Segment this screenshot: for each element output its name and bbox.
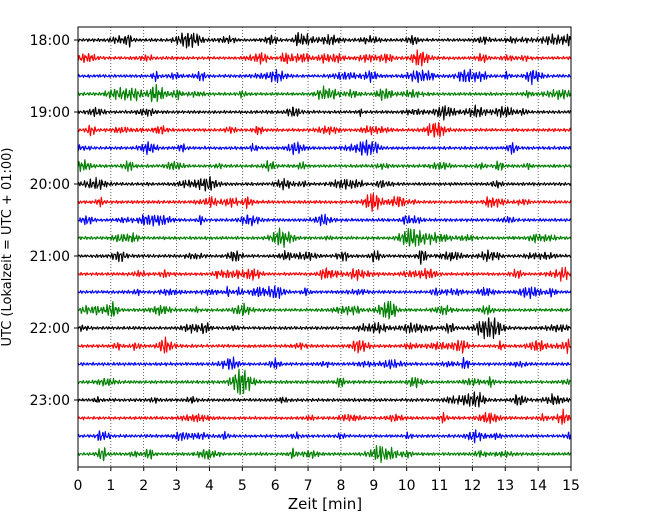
x-tick-label-3: 3 [172, 478, 181, 494]
x-tick-label-0: 0 [74, 478, 83, 494]
x-axis-ticks: 0 1 2 3 4 5 6 7 8 9 10 11 12 13 14 15 [74, 467, 580, 494]
trace-2230 [77, 356, 572, 370]
x-tick-label-15: 15 [562, 478, 580, 494]
trace-2015 [77, 192, 572, 213]
trace-1900 [77, 104, 572, 121]
y-axis-title: UTC (Lokalzeit = UTC + 01:00) [0, 148, 15, 347]
x-tick-label-5: 5 [238, 478, 247, 494]
x-tick-label-10: 10 [398, 478, 416, 494]
x-tick-label-2: 2 [139, 478, 148, 494]
x-tick-label-6: 6 [271, 478, 280, 494]
trace-2100 [77, 249, 572, 265]
x-tick-label-14: 14 [529, 478, 547, 494]
trace-2145 [77, 300, 572, 320]
plot-frame [77, 26, 572, 468]
trace-1830 [77, 68, 572, 86]
trace-2300 [77, 391, 572, 408]
x-tick-label-9: 9 [369, 478, 378, 494]
trace-2345 [77, 445, 572, 464]
y-tick-label-2300: 23:00 [30, 393, 70, 409]
trace-1845 [77, 83, 572, 103]
x-tick-label-13: 13 [496, 478, 514, 494]
trace-2115 [77, 266, 572, 282]
trace-2330 [77, 429, 572, 444]
trace-2245 [77, 368, 572, 396]
y-tick-label-2000: 20:00 [30, 177, 70, 193]
trace-2045 [77, 227, 572, 248]
seismogram-traces [77, 32, 572, 464]
y-tick-label-2100: 21:00 [30, 249, 70, 265]
trace-1815 [77, 49, 572, 67]
y-axis-ticks: 18:00 19:00 20:00 21:00 22:00 23:00 [30, 33, 78, 409]
trace-2315 [77, 408, 572, 425]
grid-lines [110, 27, 539, 467]
trace-1945 [77, 159, 572, 173]
trace-1930 [77, 139, 572, 156]
x-tick-label-8: 8 [336, 478, 345, 494]
trace-1915 [77, 122, 572, 138]
x-tick-label-4: 4 [205, 478, 214, 494]
trace-1800 [77, 32, 572, 49]
y-tick-label-1900: 19:00 [30, 105, 70, 121]
x-tick-label-7: 7 [304, 478, 313, 494]
x-tick-label-12: 12 [463, 478, 481, 494]
x-tick-label-1: 1 [106, 478, 115, 494]
trace-2000 [77, 176, 572, 192]
trace-2215 [77, 336, 572, 355]
trace-2200 [77, 317, 572, 340]
x-axis-title: Zeit [min] [288, 495, 362, 513]
trace-2030 [77, 213, 572, 227]
y-tick-label-2200: 22:00 [30, 321, 70, 337]
trace-2130 [77, 285, 572, 300]
y-tick-label-1800: 18:00 [30, 33, 70, 49]
x-tick-label-11: 11 [431, 478, 449, 494]
